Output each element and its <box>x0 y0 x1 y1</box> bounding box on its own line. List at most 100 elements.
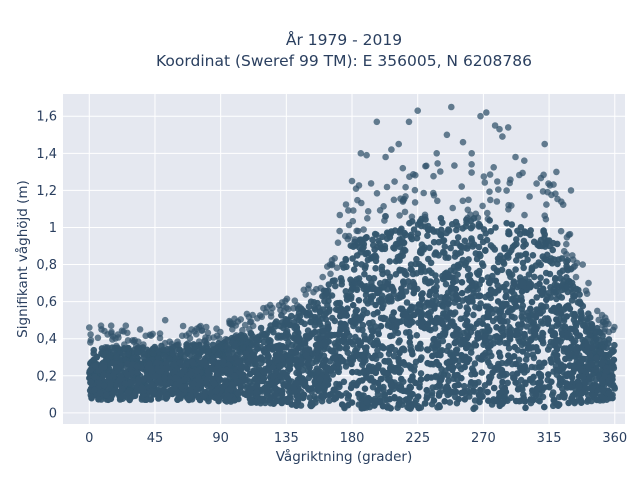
data-point <box>112 335 119 342</box>
data-point <box>459 138 467 146</box>
data-point <box>528 298 536 306</box>
data-point <box>485 379 493 386</box>
data-point <box>92 362 99 370</box>
data-point <box>347 338 354 346</box>
data-point <box>322 287 330 295</box>
data-point <box>434 197 441 205</box>
data-point <box>361 335 369 343</box>
data-point <box>454 234 462 241</box>
data-point <box>386 258 394 265</box>
data-point <box>318 397 326 405</box>
data-point <box>91 373 98 381</box>
data-point <box>548 378 555 386</box>
data-point <box>610 356 618 364</box>
data-point <box>451 162 458 169</box>
data-point <box>418 222 425 230</box>
data-point <box>466 294 474 301</box>
data-point <box>442 294 450 302</box>
data-point <box>306 333 313 341</box>
data-point <box>461 363 469 371</box>
data-point <box>399 164 407 172</box>
data-point <box>533 180 540 187</box>
data-point <box>395 140 403 148</box>
data-point <box>151 373 158 380</box>
data-point <box>293 314 300 321</box>
data-point <box>444 314 452 321</box>
data-point <box>166 379 174 387</box>
data-point <box>432 319 440 327</box>
data-point <box>161 374 168 382</box>
data-point <box>417 356 424 364</box>
data-point <box>401 208 409 216</box>
data-point <box>454 271 461 279</box>
data-point <box>526 193 533 200</box>
data-point <box>500 302 507 310</box>
data-point <box>253 389 260 396</box>
data-point <box>349 301 357 309</box>
data-point <box>338 324 345 332</box>
data-point <box>141 351 148 358</box>
data-point <box>161 347 168 355</box>
data-point <box>439 248 447 256</box>
data-point <box>524 256 531 264</box>
data-point <box>569 289 576 296</box>
data-point <box>361 344 369 352</box>
data-point <box>327 270 334 278</box>
data-point <box>177 350 184 357</box>
data-point <box>545 237 553 244</box>
data-point <box>459 197 467 205</box>
data-point <box>410 281 418 288</box>
data-point <box>202 343 210 350</box>
data-point <box>572 273 580 281</box>
data-point <box>368 333 375 340</box>
data-point <box>353 382 360 389</box>
data-point <box>505 201 512 209</box>
data-point <box>421 400 429 407</box>
data-point <box>483 109 490 116</box>
data-point <box>520 243 527 250</box>
data-point <box>476 292 483 299</box>
data-point <box>390 196 398 204</box>
data-point <box>234 389 242 397</box>
data-point <box>539 188 547 195</box>
data-point <box>339 261 346 268</box>
data-point <box>87 366 94 374</box>
data-point <box>548 359 555 366</box>
data-point <box>113 353 120 361</box>
data-point <box>424 321 432 328</box>
data-point <box>360 367 368 374</box>
data-point <box>527 231 534 239</box>
data-point <box>387 381 395 389</box>
data-point <box>526 280 533 288</box>
data-point <box>565 231 573 239</box>
data-point <box>153 359 161 367</box>
data-point <box>221 397 229 404</box>
data-point <box>598 349 605 357</box>
data-point <box>499 324 507 332</box>
data-point <box>138 384 146 392</box>
data-point <box>332 355 339 363</box>
data-point <box>330 386 338 394</box>
data-point <box>588 385 596 393</box>
data-point <box>438 374 445 382</box>
data-point <box>458 183 466 190</box>
data-point <box>311 328 319 336</box>
data-point <box>452 388 460 396</box>
data-point <box>367 180 375 187</box>
data-point <box>432 297 440 305</box>
data-point <box>214 351 221 359</box>
data-point <box>519 259 527 267</box>
data-point <box>571 311 579 319</box>
data-point <box>267 313 275 320</box>
data-point <box>328 292 336 299</box>
data-point <box>485 344 492 352</box>
data-point <box>521 362 529 370</box>
data-point <box>443 359 451 367</box>
data-point <box>396 349 403 357</box>
data-point <box>287 357 295 365</box>
data-point <box>345 207 352 214</box>
data-point <box>382 212 389 220</box>
data-point <box>184 340 192 347</box>
data-point <box>387 323 395 331</box>
data-point <box>306 394 314 401</box>
